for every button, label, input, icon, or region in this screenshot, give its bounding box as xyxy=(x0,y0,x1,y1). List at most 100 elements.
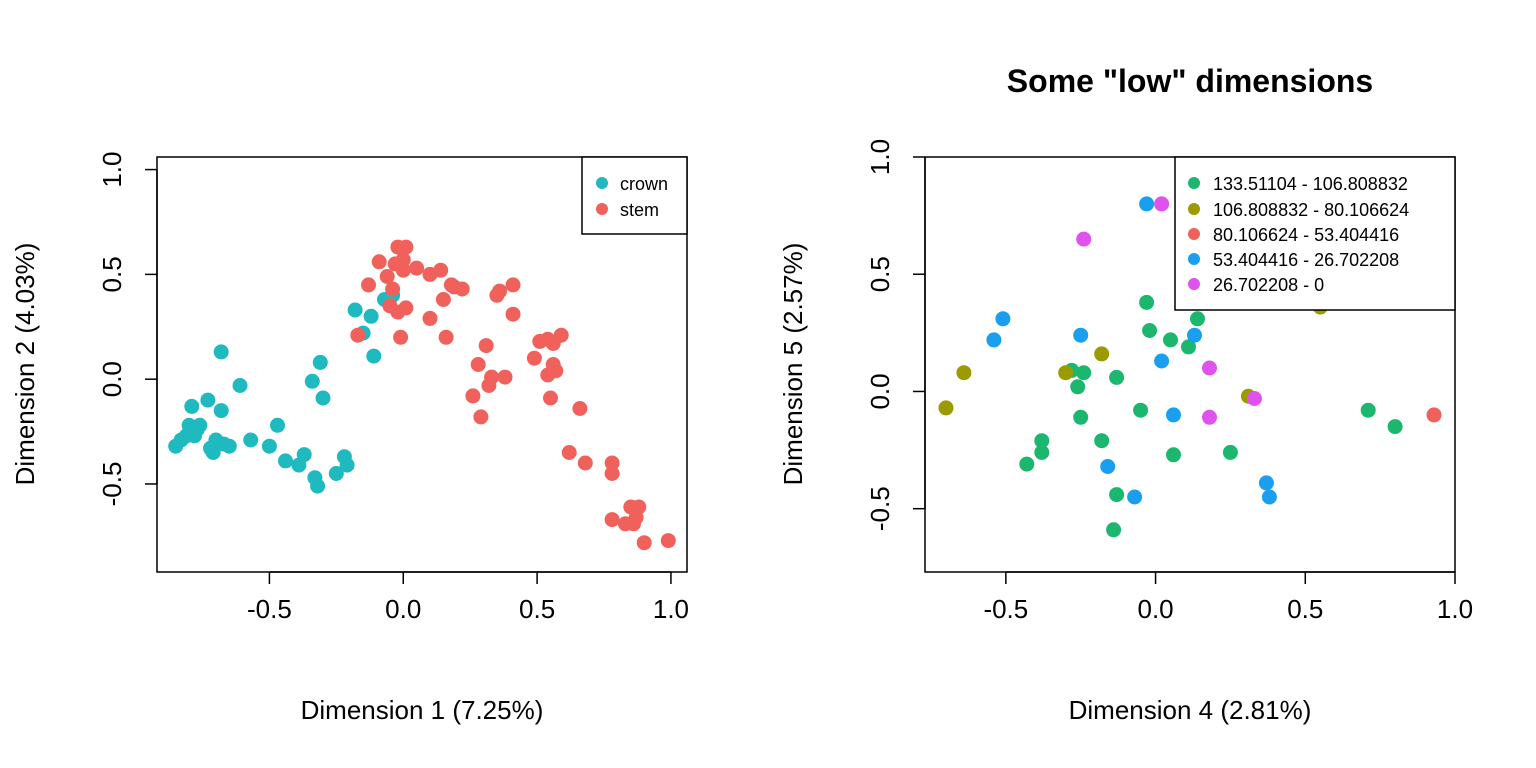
right-point-series-2 xyxy=(1094,346,1110,362)
right-legend-label-4: 53.404416 - 26.702208 xyxy=(1213,250,1399,270)
right-point-series-4 xyxy=(1100,459,1116,474)
left-point-series-2 xyxy=(497,369,513,385)
right-point-series-4 xyxy=(1139,196,1155,212)
left-legend-marker-stem xyxy=(596,203,608,215)
left-point-series-1 xyxy=(315,390,331,406)
right-point-series-5 xyxy=(1202,409,1217,425)
left-point-series-1 xyxy=(261,438,277,454)
right-point-series-4 xyxy=(1166,407,1181,423)
left-point-series-2 xyxy=(371,254,387,270)
left-point-series-1 xyxy=(310,478,326,494)
left-point-series-2 xyxy=(470,357,486,372)
left-point-series-2 xyxy=(543,390,558,406)
left-legend-label-stem: stem xyxy=(620,200,659,220)
left-point-series-2 xyxy=(422,310,438,326)
left-point-series-2 xyxy=(604,466,620,481)
right-y-tick-label: 1.0 xyxy=(865,139,895,175)
left-point-series-1 xyxy=(328,466,344,481)
left-y-tick-label: -0.5 xyxy=(97,462,127,507)
right-point-series-2 xyxy=(956,365,972,381)
left-point-series-2 xyxy=(409,260,425,276)
right-y-tick-label: 0.0 xyxy=(865,373,895,409)
left-point-series-1 xyxy=(200,392,216,408)
left-point-series-2 xyxy=(361,277,376,293)
left-legend-label-crown: crown xyxy=(620,174,668,194)
right-point-series-1 xyxy=(1109,487,1125,503)
right-y-tick-label: 0.5 xyxy=(865,256,895,292)
right-data-points xyxy=(938,196,1442,538)
left-x-tick-label: -0.5 xyxy=(247,594,292,624)
left-point-series-2 xyxy=(398,239,414,255)
right-point-series-4 xyxy=(1073,327,1089,343)
left-point-series-2 xyxy=(577,455,593,471)
left-y-tick-label: 1.0 xyxy=(97,151,127,187)
right-point-series-5 xyxy=(1202,360,1217,376)
right-point-series-1 xyxy=(1106,522,1122,538)
left-point-series-2 xyxy=(433,262,449,278)
left-y-tick-label: 0.5 xyxy=(97,256,127,292)
right-legend-marker-4 xyxy=(1188,253,1200,265)
left-point-series-1 xyxy=(192,417,208,433)
left-point-series-1 xyxy=(278,453,293,469)
left-point-series-1 xyxy=(243,432,259,448)
left-point-series-2 xyxy=(660,533,676,549)
right-x-tick-label: 0.5 xyxy=(1287,594,1323,624)
left-point-series-2 xyxy=(561,445,577,460)
right-point-series-2 xyxy=(938,400,954,416)
left-point-series-1 xyxy=(347,302,363,318)
right-x-tick-label: -0.5 xyxy=(983,594,1028,624)
right-x-axis-title: Dimension 4 (2.81%) xyxy=(1069,695,1312,725)
right-legend-label-5: 26.702208 - 0 xyxy=(1213,275,1324,295)
right-legend-marker-5 xyxy=(1188,278,1200,290)
right-legend-marker-1 xyxy=(1188,177,1200,189)
left-point-series-2 xyxy=(553,327,569,343)
right-point-series-4 xyxy=(1258,475,1274,491)
right-point-series-4 xyxy=(1261,489,1277,505)
right-point-series-1 xyxy=(1139,294,1155,310)
left-point-series-1 xyxy=(205,445,221,460)
left-point-series-2 xyxy=(350,327,366,343)
right-point-series-5 xyxy=(1246,391,1262,406)
left-axis-ticks: -0.5 0.0 0.5 1.0 -0.5 0.0 0.5 1.0 xyxy=(97,151,689,624)
right-point-series-4 xyxy=(1154,353,1170,369)
left-point-series-1 xyxy=(339,457,355,473)
left-point-series-2 xyxy=(572,401,588,416)
left-point-series-2 xyxy=(484,369,500,385)
left-point-series-1 xyxy=(312,354,328,370)
right-legend-marker-3 xyxy=(1188,228,1200,240)
left-point-series-2 xyxy=(505,306,521,322)
left-point-series-2 xyxy=(395,262,411,278)
right-point-series-3 xyxy=(1426,407,1442,423)
left-point-series-2 xyxy=(393,329,409,345)
right-legend-label-2: 106.808832 - 80.106624 xyxy=(1213,200,1409,220)
right-y-tick-label: -0.5 xyxy=(865,486,895,531)
left-y-tick-label: 0.0 xyxy=(97,361,127,397)
right-point-series-5 xyxy=(1076,231,1092,247)
right-point-series-1 xyxy=(1222,444,1238,460)
right-point-series-1 xyxy=(1387,419,1403,435)
right-axis-ticks: -0.5 0.0 0.5 1.0 -0.5 0.0 0.5 1.0 xyxy=(865,139,1473,624)
left-point-series-2 xyxy=(465,388,481,404)
left-point-series-2 xyxy=(395,252,411,268)
right-point-series-1 xyxy=(1109,369,1125,385)
left-point-series-1 xyxy=(184,398,200,414)
left-point-series-2 xyxy=(438,329,454,345)
left-x-axis-title: Dimension 1 (7.25%) xyxy=(301,695,544,725)
right-chart-title: Some "low" dimensions xyxy=(1007,63,1373,99)
right-x-tick-label: 0.0 xyxy=(1137,594,1173,624)
right-point-series-1 xyxy=(1094,433,1110,449)
right-point-series-1 xyxy=(1019,456,1035,472)
right-point-series-2 xyxy=(1058,365,1074,381)
left-x-tick-label: 0.0 xyxy=(385,594,421,624)
left-point-series-1 xyxy=(304,373,320,389)
left-point-series-2 xyxy=(548,363,564,379)
right-point-series-1 xyxy=(1163,332,1178,348)
left-point-series-2 xyxy=(631,499,647,515)
left-point-series-1 xyxy=(213,403,229,419)
left-scatter-chart: -0.5 0.0 0.5 1.0 -0.5 0.0 0.5 1.0 Dimension 1 (… xyxy=(10,151,689,725)
right-point-series-1 xyxy=(1360,402,1376,418)
right-legend-label-1: 133.51104 - 106.808832 xyxy=(1213,174,1408,194)
right-point-series-1 xyxy=(1070,379,1086,395)
left-point-series-2 xyxy=(478,338,494,354)
left-point-series-2 xyxy=(505,277,521,293)
